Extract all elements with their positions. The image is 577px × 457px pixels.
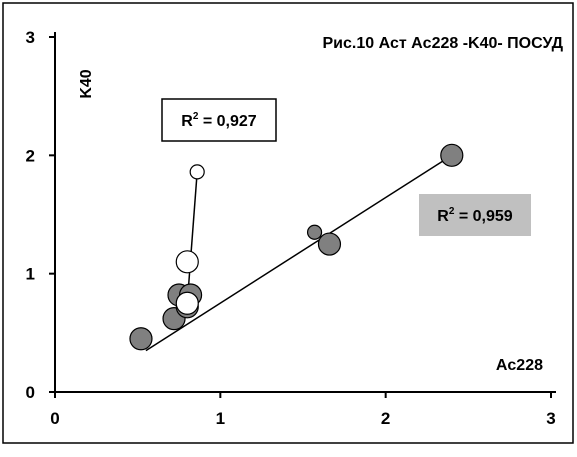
axes [2, 2, 574, 444]
r2-annotation-open-label: R2 = 0,927 [181, 111, 257, 130]
data-point [306, 224, 323, 240]
data-points [129, 143, 464, 351]
data-point [175, 291, 199, 315]
x-tick-label: 3 [546, 409, 555, 428]
data-point [129, 327, 153, 351]
x-axis-label: Ac228 [496, 357, 543, 374]
x-tick-label: 2 [381, 409, 390, 428]
y-tick-label: 3 [26, 28, 35, 47]
chart-frame [2, 2, 574, 444]
r2-annotation-filled-box [419, 194, 531, 236]
y-tick-label: 1 [26, 265, 35, 284]
data-point [317, 232, 342, 256]
trendline-1 [145, 154, 453, 352]
r2-annotation-open-box [161, 98, 277, 142]
chart-title: Рис.10 Аст Ac228 -K40- ПОСУД [323, 35, 564, 52]
x-tick-label: 1 [216, 409, 225, 428]
y-tick-label: 0 [26, 383, 35, 402]
data-point [175, 250, 199, 274]
y-tick-label: 2 [26, 146, 35, 165]
y-axis-label: K40 [78, 69, 95, 98]
data-point [440, 143, 464, 167]
x-tick-label: 0 [50, 409, 59, 428]
data-point [189, 164, 205, 180]
chart-labels: Рис.10 Аст Ac228 -K40- ПОСУД K40 Ac228 R2 =… [78, 35, 564, 374]
trendlines [145, 154, 453, 352]
trendline-2 [186, 171, 198, 304]
tick-labels: 0 1 2 3 0 1 2 3 [26, 28, 556, 428]
r2-annotation-filled-label: R2 = 0,959 [437, 206, 513, 225]
